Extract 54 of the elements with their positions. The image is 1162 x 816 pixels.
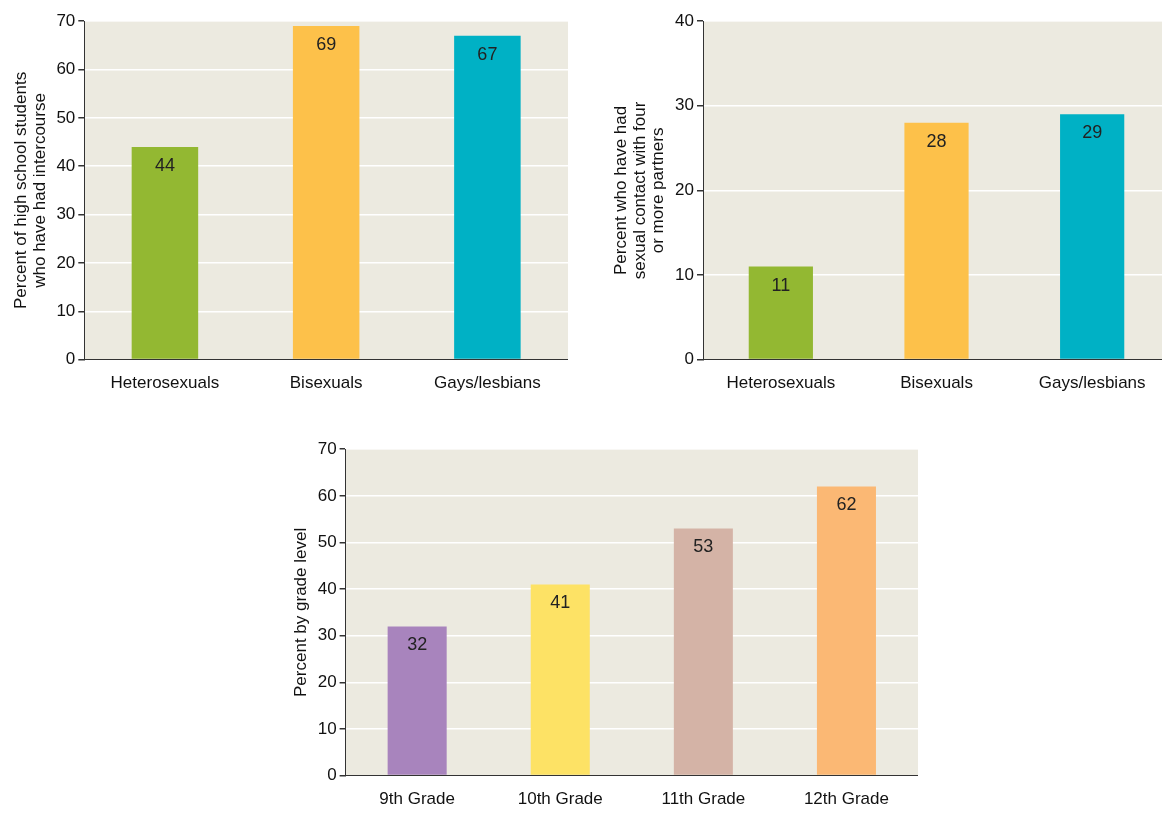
data-label: 11 [771, 274, 791, 295]
y-tick-label: 40 [675, 10, 695, 30]
y-tick-label: 0 [65, 349, 76, 369]
x-tick-label: Gays/lesbians [433, 373, 541, 393]
y-tick-label: 10 [675, 264, 695, 284]
bar [1060, 114, 1125, 359]
y-tick-label: 20 [56, 252, 76, 272]
data-label: 62 [836, 494, 857, 515]
data-label: 41 [550, 592, 571, 613]
y-tick-label: 50 [317, 532, 337, 552]
bar [816, 486, 876, 775]
bar [387, 626, 447, 775]
y-tick-label: 60 [56, 59, 76, 79]
y-tick-label: 10 [56, 300, 76, 320]
y-tick-label: 20 [317, 672, 337, 692]
x-tick-label: 12th Grade [803, 789, 889, 809]
y-tick-label: 40 [317, 578, 337, 598]
y-axis-title: Percent of high school students who have had intercourse [11, 71, 49, 309]
y-tick-label: 30 [56, 204, 76, 224]
y-tick-label: 0 [684, 349, 695, 369]
bar [748, 266, 813, 359]
y-tick-label: 70 [56, 10, 76, 30]
y-tick-label: 30 [317, 625, 337, 645]
y-tick-label: 70 [317, 438, 337, 458]
x-tick-label: 10th Grade [517, 789, 603, 809]
data-label: 44 [154, 154, 175, 175]
y-tick-label: 10 [317, 718, 337, 738]
bar [904, 122, 969, 359]
bar [530, 584, 590, 775]
x-tick-label: Gays/lesbians [1038, 373, 1146, 393]
x-tick-label: Bisexuals [900, 373, 973, 393]
bar [454, 35, 521, 359]
x-tick-label: Bisexuals [289, 373, 363, 393]
y-axis-title: Percent who have had sexual contact with four or more partners [611, 101, 668, 280]
x-tick-label: 9th Grade [379, 789, 455, 809]
data-label: 29 [1082, 122, 1103, 143]
y-tick-label: 20 [675, 180, 695, 200]
data-label: 53 [693, 536, 714, 557]
y-tick-label: 60 [317, 485, 337, 505]
data-label: 32 [407, 634, 428, 655]
data-label: 67 [477, 43, 498, 64]
y-tick-label: 40 [56, 155, 76, 175]
y-tick-label: 30 [675, 95, 695, 115]
x-tick-label: Heterosexuals [726, 373, 836, 393]
bar [131, 146, 199, 359]
bar [673, 528, 733, 775]
bar [292, 26, 360, 359]
x-tick-label: 11th Grade [661, 789, 746, 809]
data-label: 69 [316, 34, 337, 54]
y-tick-label: 0 [327, 765, 337, 785]
y-tick-label: 50 [56, 107, 76, 127]
x-tick-label: Heterosexuals [110, 373, 220, 393]
data-label: 28 [926, 130, 947, 151]
y-axis-title: Percent by grade level [291, 527, 311, 697]
